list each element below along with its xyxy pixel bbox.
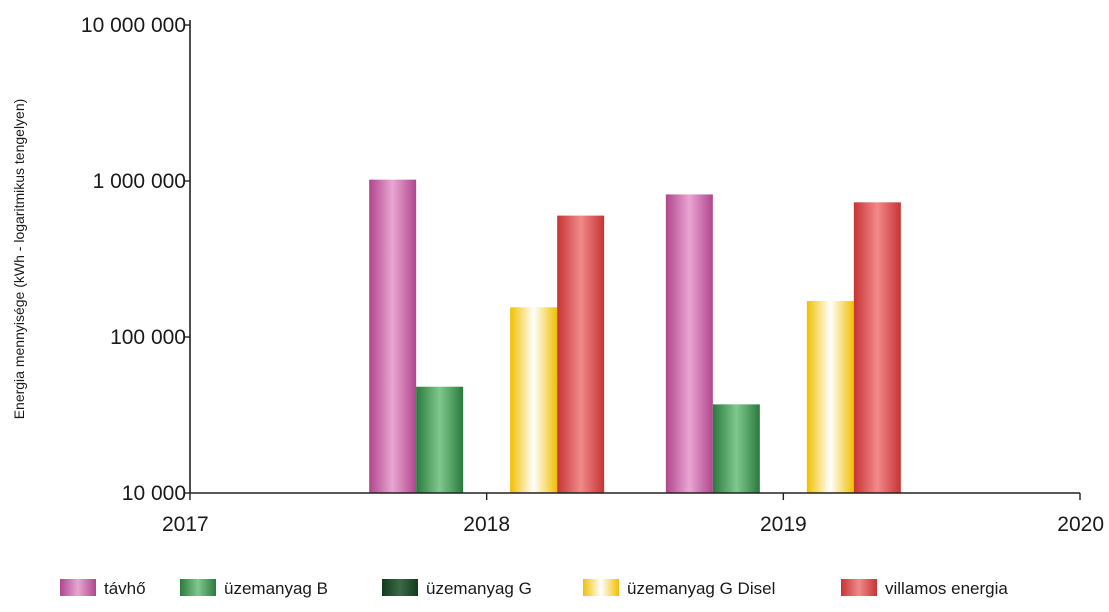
- x-tick-label: 2017: [162, 513, 209, 536]
- x-tick-label: 2019: [760, 513, 807, 536]
- legend-label: üzemanyag G Disel: [627, 579, 775, 598]
- legend-label: üzemanyag B: [224, 579, 328, 598]
- bar-villamos-energia-2019: [853, 202, 901, 493]
- legend-swatch: [841, 579, 877, 596]
- bar-távhő-2018: [369, 179, 417, 493]
- legend-item: villamos energia: [841, 579, 1008, 598]
- bar-távhő-2019: [665, 194, 713, 493]
- bar-üzemanyag-B-2019: [712, 404, 760, 493]
- legend-label: távhő: [104, 579, 146, 598]
- legend-label: üzemanyag G: [426, 579, 532, 598]
- legend-item: üzemanyag B: [180, 579, 328, 598]
- y-tick-label: 10 000: [122, 482, 186, 505]
- legend-swatch: [382, 579, 418, 596]
- bar-üzemanyag-G-Disel-2018: [510, 307, 558, 493]
- y-tick-label: 1 000 000: [93, 170, 186, 193]
- bar-üzemanyag-B-2018: [416, 386, 464, 493]
- legend-item: távhő: [60, 579, 146, 598]
- bar-üzemanyag-G-Disel-2019: [806, 301, 854, 493]
- y-tick-label: 100 000: [110, 326, 186, 349]
- legend-swatch: [180, 579, 216, 596]
- y-axis-label: Energia mennyisége (kWh - logaritmikus t…: [11, 99, 27, 420]
- legend-swatch: [583, 579, 619, 596]
- legend-item: üzemanyag G: [382, 579, 532, 598]
- legend-item: üzemanyag G Disel: [583, 579, 775, 598]
- legend-label: villamos energia: [885, 579, 1008, 598]
- x-tick-label: 2018: [463, 513, 510, 536]
- y-tick-label: 10 000 000: [81, 14, 186, 37]
- legend-swatch: [60, 579, 96, 596]
- bar-villamos-energia-2018: [557, 215, 605, 493]
- x-tick-label: 2020: [1057, 513, 1104, 536]
